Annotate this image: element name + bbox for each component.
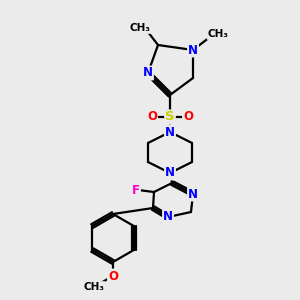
Text: CH₃: CH₃ [130,23,151,33]
Text: O: O [147,110,157,124]
Text: F: F [132,184,140,196]
Text: CH₃: CH₃ [83,282,104,292]
Text: O: O [108,269,118,283]
Text: N: N [143,67,153,80]
Text: S: S [165,110,175,124]
Text: N: N [165,125,175,139]
Text: N: N [188,188,198,200]
Text: N: N [163,211,173,224]
Text: O: O [183,110,193,124]
Text: N: N [165,167,175,179]
Text: CH₃: CH₃ [208,29,229,39]
Text: N: N [188,44,198,56]
